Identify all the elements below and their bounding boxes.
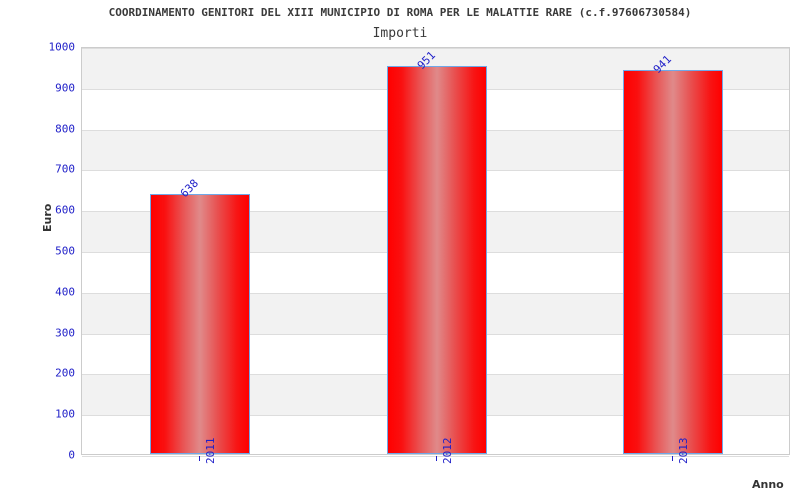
y-tick-label: 100 <box>55 407 75 421</box>
y-tick-label: 700 <box>55 162 75 176</box>
y-tick-label: 300 <box>55 326 75 340</box>
x-axis-title: Anno <box>752 478 784 491</box>
x-tick-mark <box>671 456 673 461</box>
y-tick-label: 400 <box>55 285 75 299</box>
y-tick-label: 900 <box>55 81 75 95</box>
bar[interactable] <box>386 66 487 454</box>
y-tick-label: 500 <box>55 244 75 258</box>
y-tick-label: 800 <box>55 122 75 136</box>
y-tick-label: 600 <box>55 203 75 217</box>
bar[interactable] <box>622 70 723 454</box>
y-axis-tick-labels: 1000 900 800 700 600 500 400 300 200 100 0 <box>3 41 76 462</box>
chart-subtitle: Importi <box>372 26 428 41</box>
bar[interactable] <box>150 193 251 454</box>
x-tick-mark <box>199 456 201 461</box>
x-tick-mark <box>435 456 437 461</box>
y-tick-label: 200 <box>55 366 75 380</box>
x-tick-label: 2011 <box>204 437 218 465</box>
y-tick-label: 0 <box>68 448 75 462</box>
plot-area <box>81 47 790 457</box>
x-tick-label: 2013 <box>676 437 690 465</box>
y-axis-title: Euro <box>41 203 54 232</box>
chart-title: COORDINAMENTO GENITORI DEL XIII MUNICIPI… <box>108 6 692 19</box>
y-tick-label: 1000 <box>48 40 76 54</box>
gridline <box>82 48 789 49</box>
x-tick-label: 2012 <box>440 437 454 465</box>
